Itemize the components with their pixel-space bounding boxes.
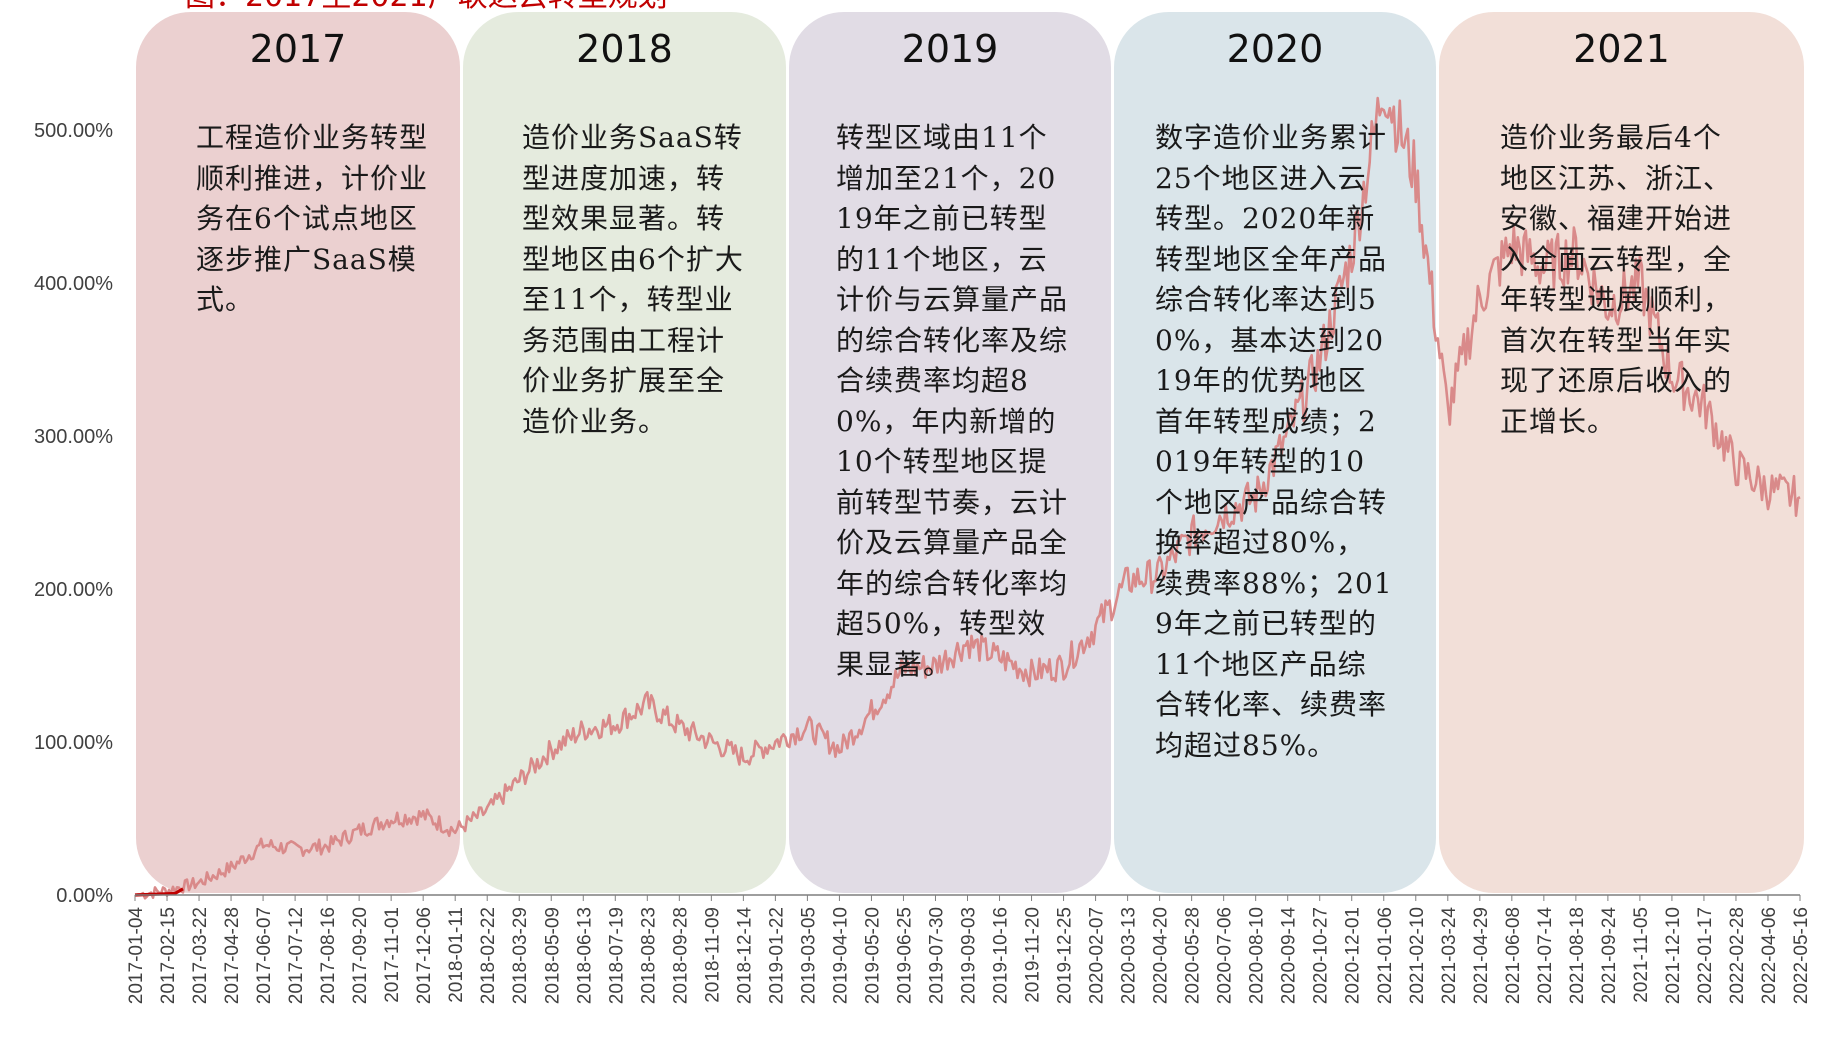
x-tick-label: 2020-10-27 <box>1311 907 1332 1004</box>
panel-description-2020: 数字造价业务累计25个地区进入云转型。2020年新转型地区全年产品综合转化率达到… <box>1155 121 1393 762</box>
x-tick-label: 2022-05-16 <box>1791 907 1812 1004</box>
panel-year-title: 2017 <box>250 27 347 71</box>
x-tick-label: 2017-12-06 <box>414 907 435 1004</box>
x-tick-label: 2018-06-13 <box>574 907 595 1004</box>
panel-year-title: 2019 <box>902 27 999 71</box>
x-tick-label: 2019-03-05 <box>798 907 819 1004</box>
panel-year-title: 2018 <box>576 27 673 71</box>
x-tick-label: 2019-04-10 <box>830 907 851 1004</box>
x-tick-label: 2017-01-04 <box>126 907 147 1005</box>
x-tick-label: 2019-06-25 <box>894 907 915 1004</box>
x-tick-label: 2019-05-20 <box>862 907 883 1004</box>
x-tick-label: 2020-03-13 <box>1119 907 1140 1004</box>
x-tick-label: 2017-06-07 <box>254 907 275 1004</box>
x-tick-label: 2020-12-01 <box>1343 907 1364 1004</box>
x-tick-label: 2017-04-28 <box>222 907 243 1004</box>
x-tick-label: 2019-01-22 <box>766 907 787 1004</box>
x-tick-label: 2018-05-09 <box>542 907 563 1004</box>
x-tick-label: 2021-08-18 <box>1567 907 1588 1004</box>
x-tick-label: 2019-10-16 <box>991 907 1012 1004</box>
panel-year-title: 2020 <box>1227 27 1324 71</box>
year-panel-2021 <box>1439 12 1804 893</box>
x-tick-label: 2019-07-30 <box>926 907 947 1004</box>
x-tick-label: 2022-01-17 <box>1695 907 1716 1004</box>
y-tick-label: 200.00% <box>34 579 113 601</box>
panel-description-2018: 造价业务SaaS转型进度加速，转型效果显著。转型地区由6个扩大至11个，转型业务… <box>522 121 744 438</box>
x-tick-label: 2022-02-28 <box>1727 907 1748 1004</box>
x-tick-label: 2021-11-05 <box>1631 907 1652 1003</box>
x-tick-label: 2020-08-10 <box>1247 907 1268 1004</box>
x-tick-label: 2019-09-03 <box>959 907 980 1004</box>
y-tick-label: 500.00% <box>34 120 113 142</box>
panel-year-title: 2021 <box>1573 27 1670 71</box>
panel-description-2017: 工程造价业务转型顺利推进，计价业务在6个试点地区逐步推广SaaS模式。 <box>196 121 429 316</box>
x-tick-label: 2018-02-22 <box>478 907 499 1004</box>
x-tick-label: 2020-09-14 <box>1279 907 1300 1005</box>
y-tick-label: 400.00% <box>34 273 113 295</box>
y-tick-label: -100.00% <box>27 1038 113 1041</box>
x-tick-label: 2018-07-19 <box>606 907 627 1004</box>
x-tick-label: 2018-01-11 <box>446 907 467 1003</box>
x-tick-label: 2021-04-29 <box>1471 907 1492 1004</box>
y-tick-label: 100.00% <box>34 732 113 754</box>
panel-description-2019: 转型区域由11个增加至21个，2019年之前已转型的11个地区，云计价与云算量产… <box>836 121 1069 681</box>
x-tick-label: 2022-04-06 <box>1759 907 1780 1004</box>
x-tick-label: 2017-02-15 <box>158 907 179 1004</box>
x-tick-label: 2017-08-16 <box>318 907 339 1004</box>
x-tick-label: 2017-03-22 <box>190 907 211 1004</box>
x-tick-label: 2018-03-29 <box>510 907 531 1004</box>
x-tick-label: 2020-07-06 <box>1215 907 1236 1004</box>
x-tick-label: 2017-07-12 <box>286 907 307 1004</box>
x-tick-label: 2018-08-23 <box>638 907 659 1004</box>
x-tick-label: 2020-04-20 <box>1151 907 1172 1004</box>
x-tick-label: 2018-11-09 <box>702 907 723 1003</box>
y-tick-label: 300.00% <box>34 426 113 448</box>
x-tick-label: 2021-09-24 <box>1599 907 1620 1005</box>
panel-description-2021: 造价业务最后4个地区江苏、浙江、安徽、福建开始进入全面云转型，全年转型进展顺利，… <box>1500 121 1733 438</box>
x-tick-label: 2021-01-06 <box>1375 907 1396 1004</box>
x-tick-label: 2020-05-28 <box>1183 907 1204 1004</box>
x-tick-label: 2017-11-01 <box>382 907 403 1003</box>
x-tick-label: 2018-12-14 <box>734 907 755 1005</box>
x-tick-label: 2019-12-25 <box>1055 907 1076 1004</box>
x-tick-label: 2021-12-10 <box>1663 907 1684 1004</box>
x-tick-label: 2021-02-10 <box>1407 907 1428 1004</box>
year-panel-2018 <box>463 12 786 893</box>
x-tick-label: 2019-11-20 <box>1023 907 1044 1003</box>
chart-title: 图：2017至2021广联达云转型规划 <box>185 0 668 14</box>
y-tick-label: 0.00% <box>56 885 113 907</box>
x-tick-label: 2021-06-08 <box>1503 907 1524 1004</box>
x-tick-label: 2018-09-28 <box>670 907 691 1004</box>
x-tick-label: 2021-03-24 <box>1439 907 1460 1005</box>
x-tick-label: 2021-07-14 <box>1535 907 1556 1005</box>
axis-layer: -100.00% 0.00% 100.00% 200.00% 300.00% 400.00… <box>27 120 1812 1041</box>
series-line <box>134 96 1801 900</box>
x-tick-label: 2017-09-20 <box>350 907 371 1004</box>
x-tick-label: 2020-02-07 <box>1087 907 1108 1004</box>
year-panel-2017 <box>136 12 460 893</box>
